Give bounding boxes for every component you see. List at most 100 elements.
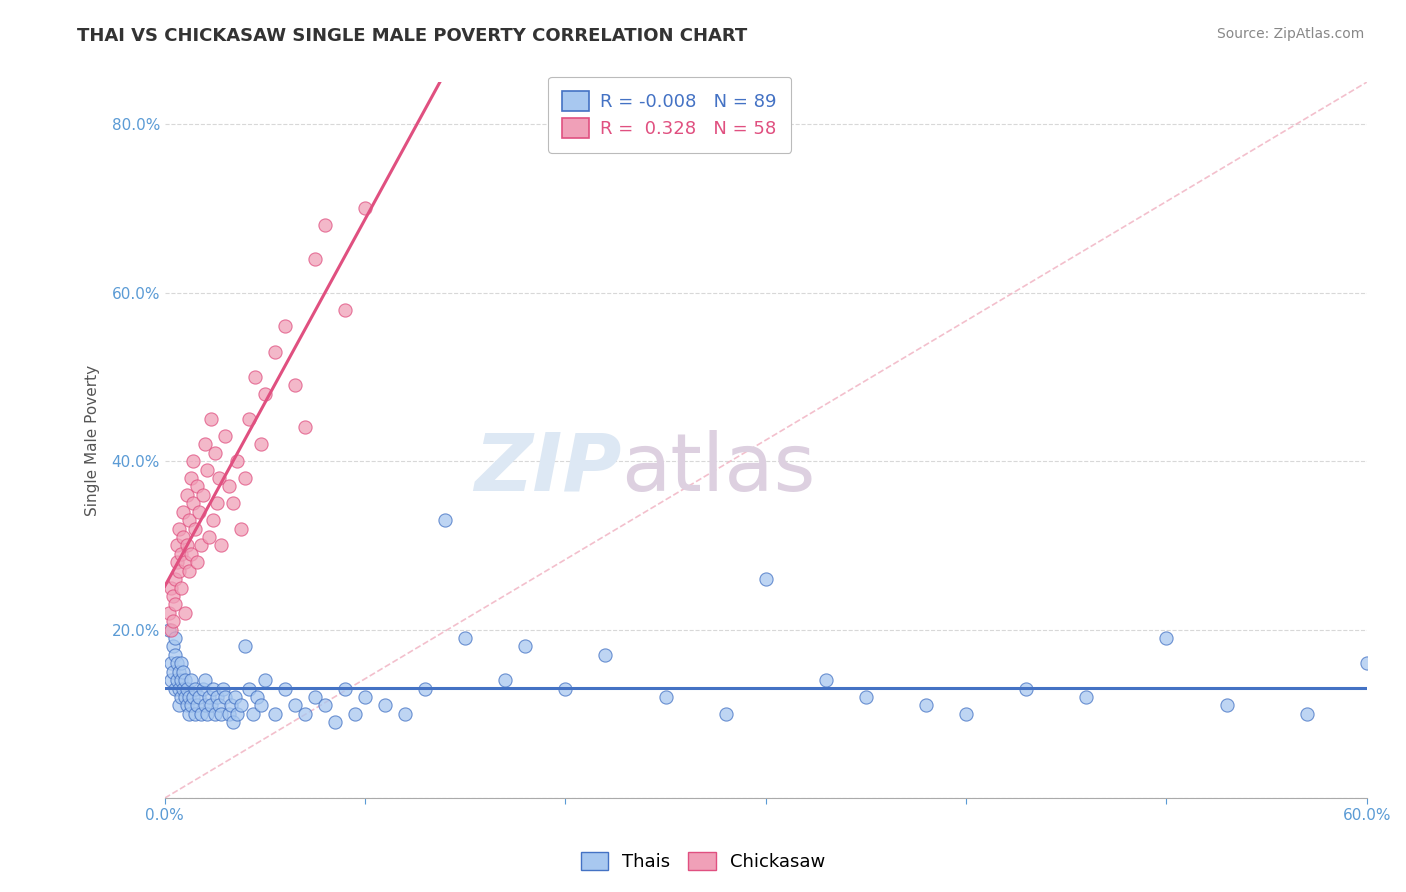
Point <box>184 706 207 721</box>
Point <box>162 589 184 603</box>
Point <box>212 681 235 696</box>
Point <box>194 698 217 713</box>
Point <box>413 681 436 696</box>
Point <box>172 681 194 696</box>
Point <box>166 538 188 552</box>
Point <box>180 673 202 687</box>
Point <box>333 302 356 317</box>
Point <box>159 657 181 671</box>
Point <box>173 673 195 687</box>
Point <box>162 665 184 679</box>
Point <box>229 698 252 713</box>
Point <box>284 378 307 392</box>
Point <box>201 681 224 696</box>
Point <box>304 690 326 704</box>
Point <box>163 631 186 645</box>
Point <box>250 437 273 451</box>
Point <box>222 496 245 510</box>
Point <box>172 530 194 544</box>
Point <box>187 690 209 704</box>
Point <box>177 564 200 578</box>
Point <box>284 698 307 713</box>
Point <box>1156 631 1178 645</box>
Point <box>246 690 269 704</box>
Point <box>159 623 181 637</box>
Point <box>1355 657 1378 671</box>
Point <box>1215 698 1237 713</box>
Point <box>955 706 977 721</box>
Point <box>163 648 186 662</box>
Point <box>184 522 207 536</box>
Point <box>714 706 737 721</box>
Point <box>314 698 336 713</box>
Point <box>180 547 202 561</box>
Point <box>194 437 217 451</box>
Point <box>218 479 240 493</box>
Point <box>814 673 837 687</box>
Point <box>654 690 676 704</box>
Point <box>323 715 346 730</box>
Point <box>170 690 193 704</box>
Text: atlas: atlas <box>621 430 815 508</box>
Text: ZIP: ZIP <box>474 430 621 508</box>
Point <box>194 673 217 687</box>
Point <box>264 344 287 359</box>
Point <box>186 479 208 493</box>
Point <box>250 698 273 713</box>
Point <box>162 614 184 628</box>
Point <box>218 706 240 721</box>
Point <box>304 252 326 266</box>
Point <box>177 706 200 721</box>
Point <box>198 530 221 544</box>
Point <box>186 698 208 713</box>
Point <box>222 715 245 730</box>
Text: THAI VS CHICKASAW SINGLE MALE POVERTY CORRELATION CHART: THAI VS CHICKASAW SINGLE MALE POVERTY CO… <box>77 27 748 45</box>
Point <box>238 681 260 696</box>
Point <box>434 513 457 527</box>
Point <box>157 623 180 637</box>
Point <box>181 454 204 468</box>
Point <box>177 690 200 704</box>
Point <box>294 420 316 434</box>
Point <box>166 673 188 687</box>
Point <box>166 657 188 671</box>
Point <box>274 681 297 696</box>
Point <box>180 471 202 485</box>
Point <box>198 690 221 704</box>
Point <box>176 698 198 713</box>
Point <box>172 665 194 679</box>
Point <box>915 698 938 713</box>
Point <box>195 706 218 721</box>
Point <box>225 454 247 468</box>
Point <box>166 555 188 569</box>
Point <box>159 581 181 595</box>
Point <box>190 538 212 552</box>
Point <box>243 370 266 384</box>
Point <box>195 462 218 476</box>
Point <box>173 606 195 620</box>
Point <box>200 412 222 426</box>
Point <box>205 496 228 510</box>
Point <box>157 606 180 620</box>
Point <box>200 698 222 713</box>
Point <box>1015 681 1038 696</box>
Point <box>205 690 228 704</box>
Point <box>314 219 336 233</box>
Point <box>176 488 198 502</box>
Point <box>176 681 198 696</box>
Point <box>181 496 204 510</box>
Point <box>184 681 207 696</box>
Point <box>173 690 195 704</box>
Point <box>1076 690 1098 704</box>
Point <box>208 698 231 713</box>
Point <box>191 681 214 696</box>
Point <box>176 538 198 552</box>
Point <box>595 648 617 662</box>
Point <box>238 412 260 426</box>
Point <box>209 706 232 721</box>
Point <box>294 706 316 721</box>
Y-axis label: Single Male Poverty: Single Male Poverty <box>86 365 100 516</box>
Point <box>1295 706 1317 721</box>
Point <box>167 665 190 679</box>
Point <box>190 706 212 721</box>
